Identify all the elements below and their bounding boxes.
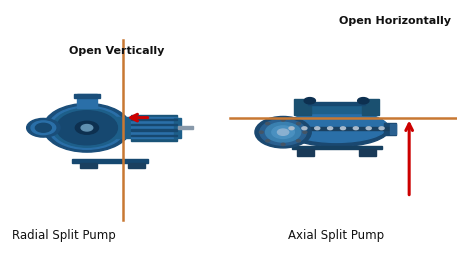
Bar [390, 125, 396, 134]
Bar [292, 146, 382, 150]
Circle shape [281, 119, 285, 122]
Text: Open Horizontally: Open Horizontally [339, 16, 451, 26]
Bar [130, 125, 177, 126]
Bar [384, 123, 396, 136]
Circle shape [31, 121, 56, 135]
Circle shape [260, 120, 306, 146]
Bar [73, 159, 148, 164]
Circle shape [297, 123, 301, 125]
Bar [309, 102, 365, 106]
Bar [130, 118, 177, 139]
Circle shape [289, 127, 294, 130]
Bar [362, 100, 379, 115]
Circle shape [75, 122, 99, 135]
Bar [178, 127, 193, 130]
Ellipse shape [286, 112, 387, 143]
Circle shape [379, 127, 384, 130]
Circle shape [304, 98, 315, 104]
Bar [297, 104, 376, 114]
Circle shape [272, 126, 294, 139]
Circle shape [43, 104, 130, 152]
Circle shape [265, 123, 301, 142]
Bar [174, 119, 182, 138]
Bar [130, 115, 177, 141]
Text: Axial Split Pump: Axial Split Pump [289, 228, 384, 241]
Circle shape [27, 119, 60, 138]
Circle shape [259, 132, 263, 134]
Circle shape [36, 124, 51, 133]
Bar [130, 135, 177, 136]
Bar [128, 164, 145, 169]
Bar [74, 95, 100, 98]
Bar [359, 150, 376, 156]
Circle shape [297, 140, 301, 142]
Circle shape [56, 111, 118, 145]
Bar [116, 118, 130, 139]
Text: Radial Split Pump: Radial Split Pump [12, 228, 116, 241]
Circle shape [328, 127, 333, 130]
Text: Open Vertically: Open Vertically [69, 46, 164, 56]
Circle shape [340, 127, 346, 130]
Bar [294, 100, 311, 115]
Bar [297, 150, 314, 156]
Ellipse shape [284, 112, 389, 147]
Circle shape [366, 127, 371, 130]
Circle shape [315, 127, 320, 130]
Circle shape [277, 130, 289, 136]
Circle shape [266, 123, 270, 125]
Circle shape [266, 140, 270, 142]
Bar [77, 94, 97, 109]
Circle shape [353, 127, 358, 130]
Circle shape [52, 109, 122, 148]
Bar [130, 130, 177, 131]
Circle shape [303, 132, 307, 134]
Bar [80, 164, 97, 169]
Circle shape [48, 107, 126, 150]
Circle shape [81, 125, 93, 132]
Circle shape [255, 117, 311, 148]
Bar [284, 128, 389, 130]
Circle shape [358, 98, 369, 104]
Circle shape [281, 144, 285, 146]
Circle shape [302, 127, 307, 130]
Bar [130, 119, 177, 121]
